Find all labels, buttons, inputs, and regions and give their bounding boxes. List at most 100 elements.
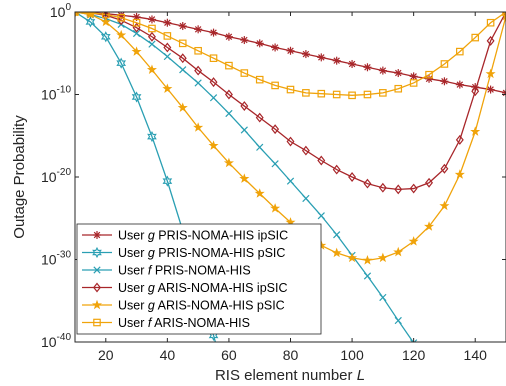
data-point — [363, 90, 372, 99]
legend-label: User f ARIS-NOMA-HIS — [118, 316, 250, 330]
x-tick-label: 40 — [160, 347, 176, 363]
data-point — [194, 79, 202, 87]
data-point — [439, 200, 450, 211]
data-point — [194, 46, 202, 55]
legend-label: User g ARIS-NOMA-HIS pSIC — [118, 299, 285, 313]
legend-label: User g PRIS-NOMA-HIS pSIC — [118, 246, 285, 260]
x-tick-label: 120 — [402, 347, 426, 363]
data-point — [148, 40, 156, 48]
legend-entry: User g PRIS-NOMA-HIS pSIC — [82, 246, 285, 260]
series-layer — [75, 12, 506, 370]
data-point — [317, 53, 326, 62]
data-point — [286, 46, 295, 55]
series-6 — [75, 12, 506, 100]
data-point — [455, 134, 464, 145]
legend-label-part: g — [148, 229, 155, 243]
data-point — [162, 83, 173, 93]
data-point — [208, 140, 219, 150]
data-point — [317, 89, 326, 98]
data-point — [178, 22, 187, 31]
x-tick-label: 20 — [98, 347, 114, 363]
data-point — [332, 56, 341, 65]
data-point — [255, 75, 264, 84]
data-point — [132, 29, 141, 38]
data-point — [379, 293, 387, 302]
legend-label-part: ARIS-NOMA-HIS pSIC — [155, 299, 285, 313]
legend-label-part: PRIS-NOMA-HIS ipSIC — [155, 229, 288, 243]
data-point — [131, 91, 142, 103]
data-point — [147, 130, 157, 143]
data-point — [409, 72, 418, 81]
data-point — [471, 33, 480, 42]
x-tick-label: 60 — [221, 347, 237, 363]
data-point — [162, 175, 173, 187]
data-point — [456, 47, 464, 56]
data-point — [426, 364, 432, 370]
data-point — [394, 316, 402, 325]
x-tick-label: 140 — [464, 347, 488, 363]
y-axis-title: Outage Probability — [11, 115, 28, 239]
data-point — [116, 57, 127, 69]
data-point — [301, 145, 310, 156]
data-point — [146, 64, 157, 75]
data-point — [394, 69, 403, 78]
series-line — [75, 12, 506, 96]
data-point — [163, 52, 171, 61]
data-point — [179, 66, 187, 74]
data-point — [302, 194, 310, 203]
legend-label-part: User — [118, 264, 148, 278]
data-point — [394, 84, 403, 93]
data-point — [93, 282, 101, 293]
y-tick-label: 10-30 — [41, 250, 71, 268]
legend-entry: User g ARIS-NOMA-HIS ipSIC — [82, 281, 288, 295]
data-point — [92, 246, 102, 259]
data-point — [271, 43, 280, 52]
y-tick-exponent: -20 — [57, 167, 72, 178]
data-point — [348, 59, 357, 68]
data-point — [93, 318, 101, 327]
legend-label-part: g — [148, 299, 155, 313]
data-point — [486, 18, 495, 27]
data-point — [209, 54, 218, 63]
data-point — [86, 12, 95, 18]
data-point — [394, 184, 403, 195]
data-point — [348, 91, 356, 100]
data-point — [286, 136, 295, 147]
legend-box — [76, 223, 322, 335]
y-tick-exponent: -10 — [57, 85, 72, 96]
y-tick-base: 10 — [41, 252, 57, 268]
data-point — [425, 177, 434, 188]
data-point — [91, 299, 103, 310]
data-point — [348, 172, 357, 182]
x-tick-label: 80 — [283, 347, 299, 363]
series-line — [75, 12, 506, 191]
data-point — [485, 68, 496, 79]
legend-label: User g ARIS-NOMA-HIS ipSIC — [118, 281, 288, 295]
data-point — [440, 77, 449, 86]
y-tick-base: 10 — [41, 87, 57, 103]
legend-label: User g PRIS-NOMA-HIS ipSIC — [118, 229, 288, 243]
y-tick-label: 10-10 — [41, 85, 71, 103]
data-point — [240, 126, 248, 134]
x-axis-title: RIS element number L — [215, 367, 365, 384]
data-point — [302, 89, 310, 97]
data-point — [425, 74, 434, 83]
data-point — [240, 36, 249, 45]
data-point — [332, 164, 341, 175]
data-point — [239, 173, 250, 183]
data-point — [378, 182, 387, 193]
data-point — [424, 221, 435, 231]
legend-label-part: User — [118, 316, 148, 330]
data-point — [132, 12, 141, 21]
legend-label-part: User — [118, 229, 148, 243]
data-point — [317, 212, 325, 220]
legend-label-part: g — [148, 281, 155, 295]
data-point — [362, 255, 373, 265]
legend-entry: User g PRIS-NOMA-HIS ipSIC — [82, 229, 288, 243]
data-point — [117, 13, 125, 22]
data-point — [177, 102, 188, 112]
y-tick-base: 10 — [41, 334, 57, 350]
data-point — [454, 169, 465, 179]
legend-entry: User f ARIS-NOMA-HIS — [82, 316, 250, 330]
data-point — [194, 25, 203, 34]
